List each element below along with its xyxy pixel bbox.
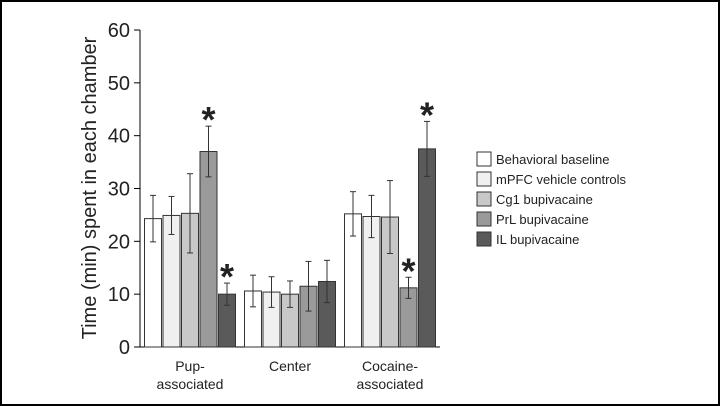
bar <box>199 151 218 348</box>
y-tick-label: 20 <box>108 231 130 253</box>
legend-label: mPFC vehicle controls <box>496 172 627 187</box>
legend-label: Behavioral baseline <box>496 152 609 167</box>
bar <box>418 148 436 348</box>
y-tick-label: 0 <box>119 337 130 359</box>
x-tick-label: Center <box>269 358 311 374</box>
x-tick-label: Pup-associated <box>157 358 224 392</box>
legend-label: PrL bupivacaine <box>496 212 589 227</box>
significance-marker: * <box>420 94 434 135</box>
bar <box>162 214 181 348</box>
legend-swatch <box>476 211 492 227</box>
legend-label: Cg1 bupivacaine <box>496 192 593 207</box>
y-tick-label: 60 <box>108 20 130 42</box>
legend-swatch <box>476 151 492 167</box>
y-axis-label: Time (min) spent in each chamber <box>79 36 101 339</box>
legend-label: IL bupivacaine <box>496 232 579 247</box>
legend-swatch <box>476 191 492 207</box>
significance-marker: * <box>201 99 215 140</box>
legend-swatch <box>476 231 492 247</box>
y-tick-label: 50 <box>108 73 130 95</box>
y-tick-label: 10 <box>108 284 130 306</box>
legend-swatch <box>476 171 492 187</box>
x-tick-label: Cocaine-associated <box>357 358 424 392</box>
y-tick-label: 30 <box>108 179 130 201</box>
y-tick-label: 40 <box>108 126 130 148</box>
significance-marker: * <box>401 250 415 291</box>
significance-marker: * <box>220 256 234 297</box>
